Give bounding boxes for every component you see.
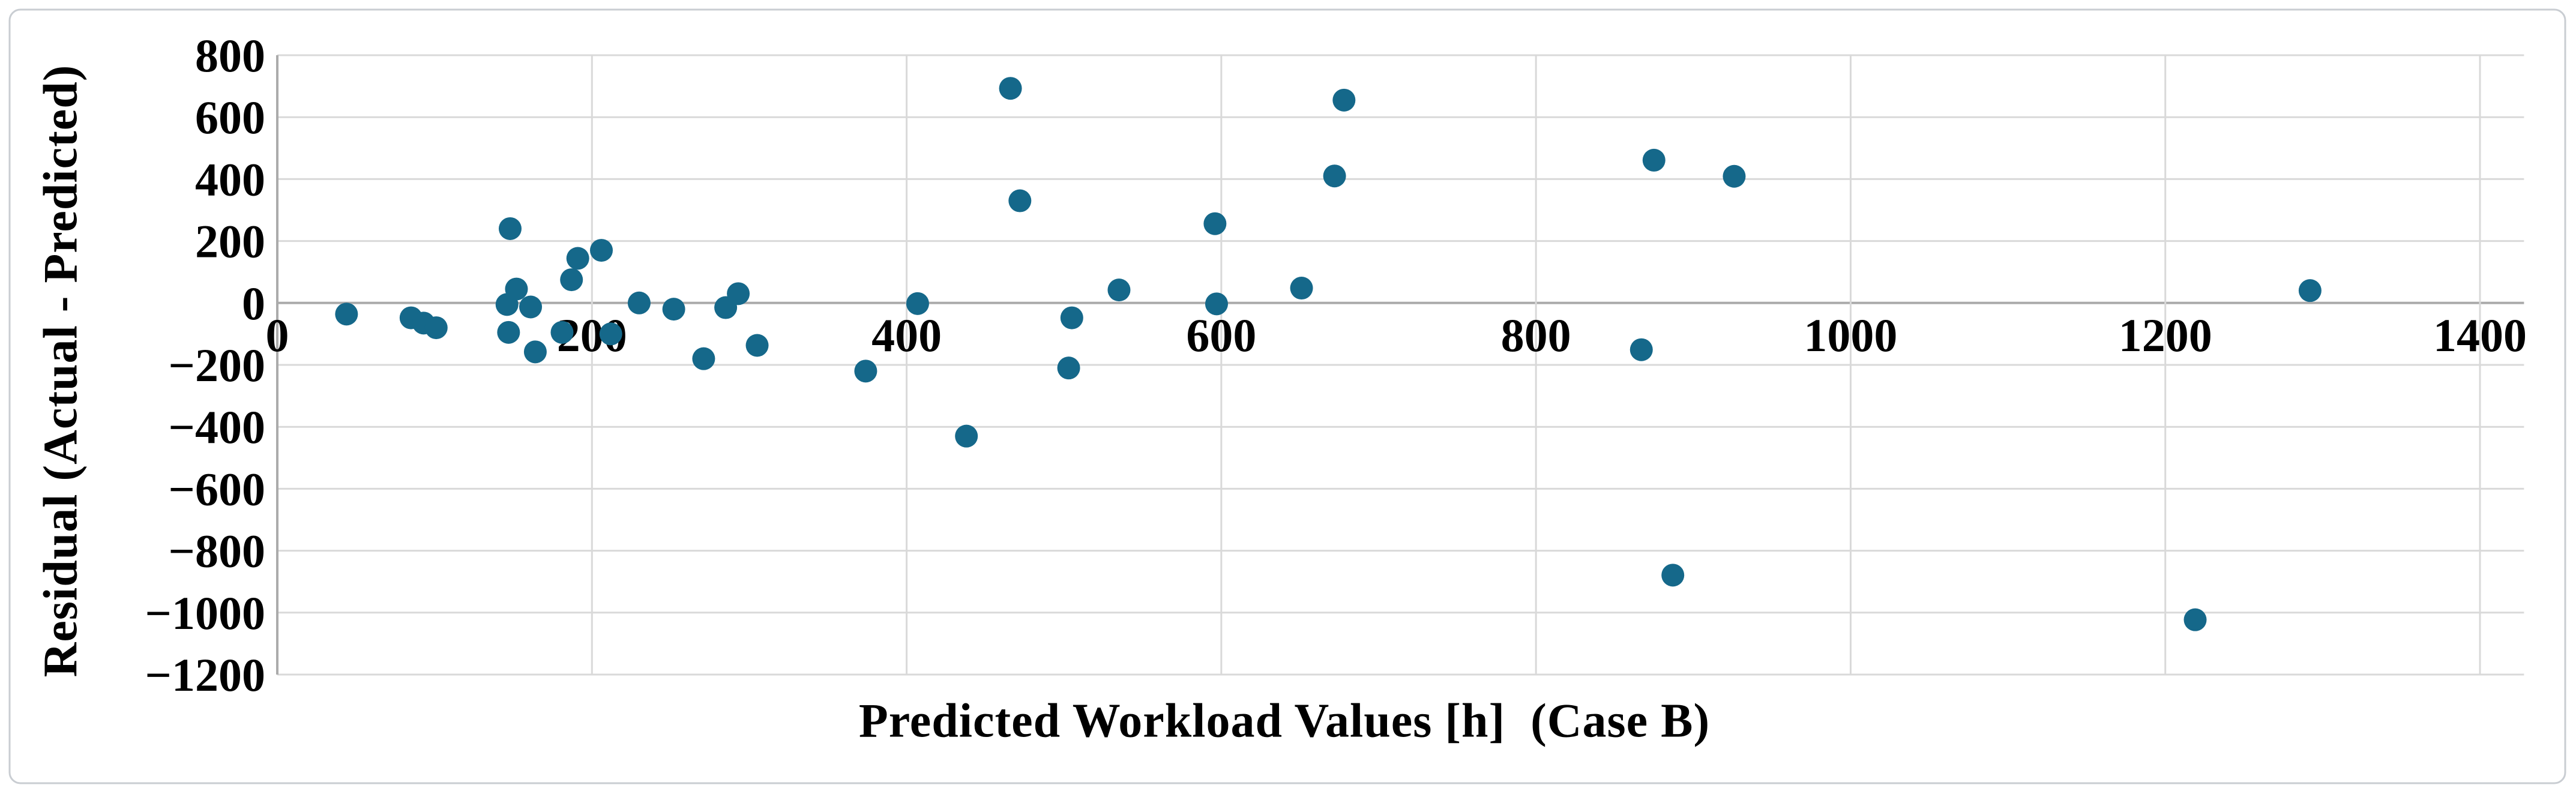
scatter-point xyxy=(523,340,547,364)
scatter-point xyxy=(1630,338,1653,361)
scatter-point xyxy=(1332,88,1356,112)
scatter-point xyxy=(1323,164,1346,188)
x-tick-label: 800 xyxy=(1501,309,1571,361)
y-axis-title: Residual (Actual - Predicted) xyxy=(34,64,88,678)
scatter-point xyxy=(1723,164,1746,188)
scatter-point xyxy=(999,77,1022,100)
y-tick-label: 600 xyxy=(195,91,265,143)
y-tick-label: −600 xyxy=(169,463,265,515)
scatter-point xyxy=(560,268,583,292)
scatter-point xyxy=(1642,148,1666,172)
y-tick-label: 0 xyxy=(242,277,265,329)
y-tick-label: 400 xyxy=(195,153,265,205)
scatter-point xyxy=(2183,608,2207,631)
scatter-point xyxy=(550,320,574,344)
x-tick-label: 1200 xyxy=(2119,309,2212,361)
scatter-point xyxy=(906,292,929,315)
scatter-point xyxy=(1203,212,1227,235)
scatter-point xyxy=(1290,277,1313,300)
scatter-point xyxy=(497,320,520,344)
scatter-point xyxy=(627,291,651,314)
x-tick-label: 1400 xyxy=(2433,309,2527,361)
scatter-point xyxy=(2298,279,2322,302)
y-tick-label: 200 xyxy=(195,215,265,268)
y-tick-label: −1000 xyxy=(145,587,265,639)
y-tick-label: −200 xyxy=(169,339,265,391)
scatter-point xyxy=(599,322,622,346)
scatter-point xyxy=(505,277,528,301)
scatter-point xyxy=(566,247,589,270)
y-tick-label: −800 xyxy=(169,525,265,577)
scatter-point xyxy=(1057,356,1080,380)
scatter-point xyxy=(692,347,715,370)
scatter-point xyxy=(727,282,750,305)
x-axis-title: Predicted Workload Values [h] (Case B) xyxy=(858,694,1711,748)
x-tick-label: 0 xyxy=(266,309,289,361)
scatter-point xyxy=(1107,278,1131,302)
y-tick-label: −1200 xyxy=(145,649,265,701)
scatter-point xyxy=(854,359,877,383)
scatter-point xyxy=(745,334,769,357)
scatter-point xyxy=(1008,189,1032,212)
y-tick-label: 800 xyxy=(195,29,265,82)
figure-border xyxy=(8,8,2566,784)
scatter-point xyxy=(519,295,543,319)
y-tick-label: −400 xyxy=(169,401,265,453)
x-tick-label: 400 xyxy=(871,309,942,361)
scatter-point xyxy=(424,316,448,340)
x-tick-label: 600 xyxy=(1186,309,1256,361)
scatter-point xyxy=(1205,292,1228,316)
scatter-point xyxy=(335,302,358,326)
x-tick-label: 1000 xyxy=(1804,309,1897,361)
scatter-point xyxy=(662,298,685,321)
scatter-point xyxy=(955,424,978,448)
scatter-point xyxy=(498,217,522,240)
scatter-point xyxy=(1661,564,1685,587)
scatter-point xyxy=(1060,306,1083,329)
scatter-point xyxy=(590,239,613,262)
